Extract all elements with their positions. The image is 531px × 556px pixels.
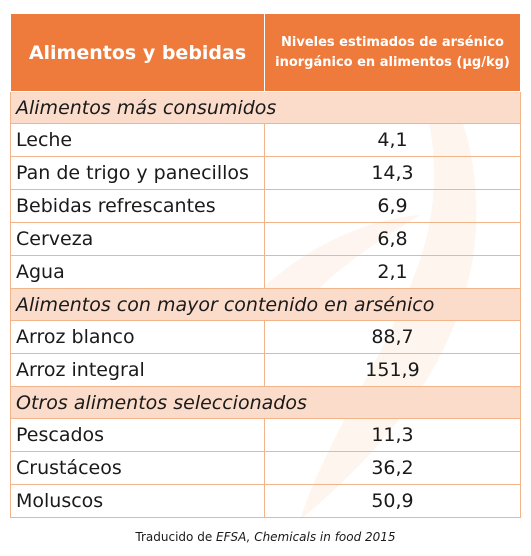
table-row: Arroz blanco 88,7	[10, 320, 521, 354]
arsenic-value: 151,9	[264, 353, 521, 387]
caption-source: EFSA, Chemicals in food 2015	[216, 530, 396, 544]
header-arsenic-levels: Niveles estimados de arsénico inorgánico…	[264, 13, 521, 92]
table-row: Bebidas refrescantes 6,9	[10, 189, 521, 223]
section-row: Alimentos con mayor contenido en arsénic…	[10, 288, 521, 321]
section-row: Otros alimentos seleccionados	[10, 386, 521, 419]
arsenic-value: 88,7	[264, 320, 521, 354]
arsenic-levels-table: Alimentos y bebidas Niveles estimados de…	[10, 13, 521, 518]
table-row: Arroz integral 151,9	[10, 353, 521, 387]
food-name: Pan de trigo y panecillos	[10, 156, 265, 190]
arsenic-value: 50,9	[264, 484, 521, 518]
table-row: Pescados 11,3	[10, 418, 521, 452]
food-name: Arroz blanco	[10, 320, 265, 354]
source-caption: Traducido de EFSA, Chemicals in food 201…	[0, 530, 531, 544]
header-foods-drinks: Alimentos y bebidas	[10, 13, 265, 92]
arsenic-value: 14,3	[264, 156, 521, 190]
food-name: Bebidas refrescantes	[10, 189, 265, 223]
food-name: Leche	[10, 123, 265, 157]
header-arsenic-line2: inorgánico en alimentos (µg/kg)	[275, 54, 510, 70]
arsenic-value: 11,3	[264, 418, 521, 452]
table-row: Leche 4,1	[10, 123, 521, 157]
arsenic-value: 4,1	[264, 123, 521, 157]
food-name: Agua	[10, 255, 265, 289]
header-arsenic-line1: Niveles estimados de arsénico	[281, 34, 504, 50]
arsenic-value: 36,2	[264, 451, 521, 485]
table-header-row: Alimentos y bebidas Niveles estimados de…	[10, 13, 521, 92]
arsenic-value: 6,8	[264, 222, 521, 256]
food-name: Moluscos	[10, 484, 265, 518]
table-row: Pan de trigo y panecillos 14,3	[10, 156, 521, 190]
section-title: Alimentos más consumidos	[10, 91, 521, 124]
food-name: Pescados	[10, 418, 265, 452]
arsenic-value: 2,1	[264, 255, 521, 289]
section-row: Alimentos más consumidos	[10, 91, 521, 124]
food-name: Arroz integral	[10, 353, 265, 387]
section-title: Alimentos con mayor contenido en arsénic…	[10, 288, 521, 321]
food-name: Crustáceos	[10, 451, 265, 485]
table-row: Crustáceos 36,2	[10, 451, 521, 485]
arsenic-value: 6,9	[264, 189, 521, 223]
food-name: Cerveza	[10, 222, 265, 256]
section-title: Otros alimentos seleccionados	[10, 386, 521, 419]
caption-prefix: Traducido de	[135, 530, 217, 544]
table-row: Agua 2,1	[10, 255, 521, 289]
table-row: Moluscos 50,9	[10, 484, 521, 518]
table-row: Cerveza 6,8	[10, 222, 521, 256]
